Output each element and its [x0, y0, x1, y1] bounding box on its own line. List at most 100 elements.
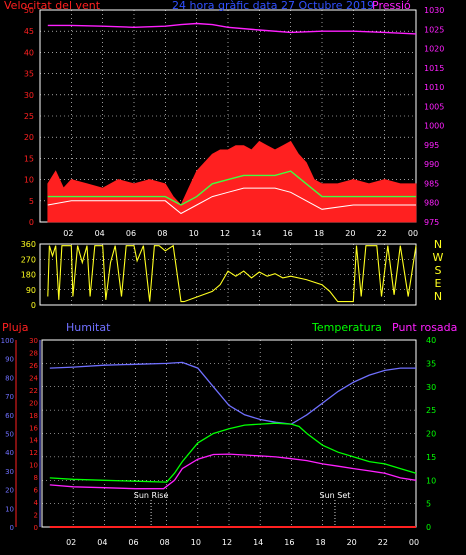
x-tick-label: 20	[347, 538, 357, 547]
pressure-axis-title: Pressió	[372, 0, 411, 12]
pressure-tick-label: 1000	[424, 122, 444, 131]
wind-tick-label: 10	[24, 176, 34, 185]
rain-tick-label: 28	[29, 349, 38, 357]
wind-gust-area	[47, 140, 417, 223]
pressure-line	[47, 22, 417, 35]
humidity-percent-tick: 20	[5, 487, 14, 495]
humidity-line	[49, 361, 416, 425]
temperature-tick-label: 15	[426, 453, 436, 462]
sun-marker-label: Sun Rise	[134, 491, 169, 500]
wind-tick-label: 30	[24, 91, 34, 100]
pressure-tick-label: 975	[424, 218, 439, 227]
wind-tick-label: 45	[24, 27, 34, 36]
humidity-percent-tick: 0	[10, 524, 14, 532]
temperature-tick-label: 30	[426, 383, 436, 392]
rain-tick-label: 6	[34, 487, 39, 495]
compass-label: E	[435, 277, 442, 290]
temperature-tick-label: 20	[426, 430, 436, 439]
compass-label: S	[435, 264, 442, 277]
direction-tick-label: 180	[21, 271, 36, 280]
wind-tick-label: 15	[24, 154, 34, 163]
rain-tick-label: 20	[29, 399, 38, 407]
temperature-tick-label: 25	[426, 406, 436, 415]
rain-tick-label: 4	[34, 499, 39, 507]
pressure-tick-label: 980	[424, 199, 439, 208]
wind-tick-label: 25	[24, 112, 34, 121]
direction-tick-label: 90	[26, 286, 36, 295]
x-tick-label: 16	[283, 229, 293, 238]
humidity-percent-tick: 70	[5, 393, 14, 401]
humidity-percent-tick: 80	[5, 374, 14, 382]
humidity-percent-tick: 60	[5, 412, 14, 420]
humidity-percent-tick: 40	[5, 449, 14, 457]
x-tick-label: 12	[220, 229, 230, 238]
pressure-tick-label: 1025	[424, 25, 444, 34]
wind-average-line	[47, 170, 416, 206]
wind-tick-label: 50	[24, 6, 34, 15]
x-tick-label: 16	[284, 538, 294, 547]
rain-tick-label: 10	[29, 462, 38, 470]
direction-tick-label: 270	[21, 255, 36, 264]
temperature-tick-label: 40	[426, 336, 436, 345]
humidity-percent-tick: 90	[5, 356, 14, 364]
temperature-line	[49, 422, 417, 483]
chart-title: 24 hora gràfic data 27 Octubre 2019	[172, 0, 374, 12]
pressure-tick-label: 990	[424, 160, 439, 169]
rain-tick-label: 18	[29, 412, 38, 420]
rain-tick-label: 0	[34, 524, 38, 532]
wind-axis-title: Velocitat del vent	[4, 0, 101, 12]
x-tick-label: 10	[191, 538, 201, 547]
compass-label: N	[434, 238, 442, 251]
x-tick-label: 04	[95, 229, 105, 238]
wind-tick-label: 40	[24, 48, 34, 57]
temperature-label: Temperatura	[311, 321, 382, 334]
x-tick-label: 22	[378, 538, 388, 547]
pressure-tick-label: 1030	[424, 6, 444, 15]
temperature-tick-label: 10	[426, 476, 436, 485]
dewpoint-label: Punt rosada	[392, 321, 457, 334]
x-tick-label: 08	[157, 229, 167, 238]
rain-tick-label: 12	[29, 449, 38, 457]
x-tick-label: 00	[408, 229, 418, 238]
x-tick-label: 22	[377, 229, 387, 238]
rain-tick-label: 22	[29, 387, 38, 395]
temperature-tick-label: 0	[426, 523, 431, 532]
pressure-tick-label: 995	[424, 141, 439, 150]
x-tick-label: 00	[409, 538, 419, 547]
rain-tick-label: 24	[29, 374, 38, 382]
x-tick-label: 10	[189, 229, 199, 238]
x-tick-label: 04	[97, 538, 107, 547]
x-tick-label: 20	[345, 229, 355, 238]
wind-low-line	[47, 187, 416, 215]
humidity-percent-tick: 10	[5, 505, 14, 513]
x-tick-label: 14	[251, 229, 261, 238]
wind-tick-label: 0	[29, 218, 34, 227]
pressure-tick-label: 1020	[424, 45, 444, 54]
direction-line	[47, 244, 417, 303]
x-tick-label: 18	[315, 538, 325, 547]
rain-tick-label: 26	[29, 362, 38, 370]
direction-tick-label: 0	[31, 301, 36, 310]
compass-label: N	[434, 290, 442, 303]
humidity-percent-tick: 30	[5, 468, 14, 476]
x-tick-label: 02	[63, 229, 73, 238]
rain-label: Pluja	[2, 321, 28, 334]
humidity-label: Humitat	[66, 321, 111, 334]
x-tick-label: 12	[222, 538, 232, 547]
x-tick-label: 18	[314, 229, 324, 238]
pressure-tick-label: 1015	[424, 64, 444, 73]
humidity-percent-tick: 100	[1, 337, 14, 345]
x-tick-label: 14	[253, 538, 263, 547]
x-tick-label: 06	[128, 538, 138, 547]
temperature-tick-label: 5	[426, 500, 431, 509]
wind-tick-label: 20	[24, 133, 34, 142]
rain-tick-label: 14	[29, 437, 38, 445]
pressure-tick-label: 1010	[424, 83, 444, 92]
x-tick-label: 06	[126, 229, 136, 238]
direction-tick-label: 360	[21, 240, 36, 249]
temperature-tick-label: 35	[426, 359, 436, 368]
